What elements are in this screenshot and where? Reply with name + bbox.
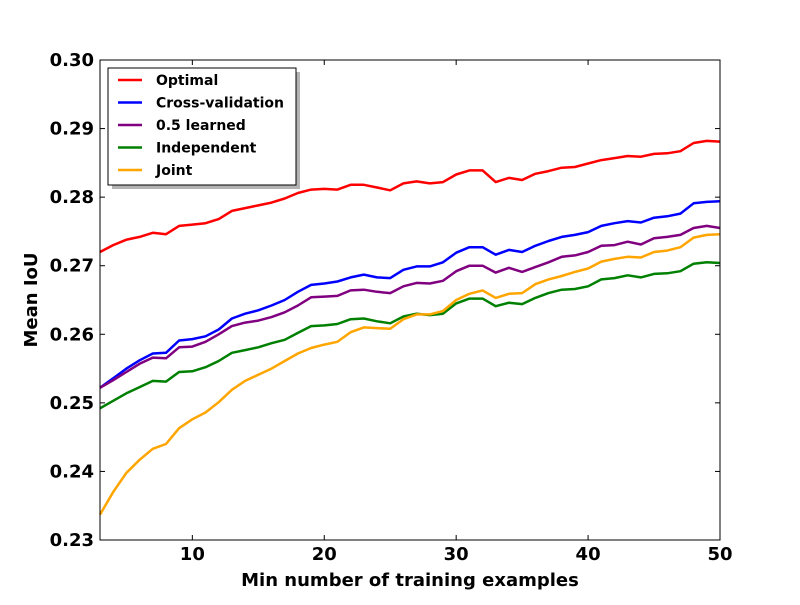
x-tick-label: 10 — [180, 544, 205, 565]
y-tick-label: 0.24 — [50, 461, 94, 482]
y-tick-label: 0.28 — [50, 187, 94, 208]
plot-frame — [99, 59, 721, 541]
legend: Optimal Cross-validation 0.5 learned Indepe… — [107, 67, 300, 189]
x-tick-label: 40 — [576, 544, 601, 565]
y-tick-label: 0.29 — [50, 119, 94, 140]
y-tick-label: 0.27 — [50, 256, 94, 277]
x-axis-label: Min number of training examples — [241, 570, 579, 591]
legend-items: Optimal Cross-validation 0.5 learned Indepe… — [118, 73, 284, 179]
legend-label-5: Joint — [155, 163, 193, 179]
x-tick-label: 20 — [312, 544, 337, 565]
legend-label-2: Cross-validation — [156, 96, 284, 112]
y-tick-label: 0.26 — [50, 324, 94, 345]
x-tick-label: 30 — [444, 544, 469, 565]
series-line-1 — [99, 139, 721, 254]
y-tick-label: 0.30 — [50, 50, 94, 71]
x-tick-label: 50 — [707, 544, 732, 565]
legend-label-3: 0.5 learned — [156, 118, 246, 134]
series-layer — [98, 139, 721, 516]
legend-label-1: Optimal — [156, 73, 218, 89]
y-axis-label: Mean IoU — [21, 252, 42, 347]
series-line-3 — [99, 224, 721, 389]
y-tick-label: 0.25 — [50, 393, 94, 414]
series-line-2 — [99, 200, 721, 389]
ticks-layer: 10 20 30 40 50 0.23 0.24 0.25 0.26 0.27 0.28 0.29 0.… — [50, 50, 733, 565]
series-line-5 — [98, 232, 721, 516]
legend-label-4: Independent — [156, 141, 257, 157]
series-line-4 — [99, 261, 721, 410]
legend-box — [107, 67, 297, 186]
y-tick-label: 0.23 — [50, 530, 94, 551]
